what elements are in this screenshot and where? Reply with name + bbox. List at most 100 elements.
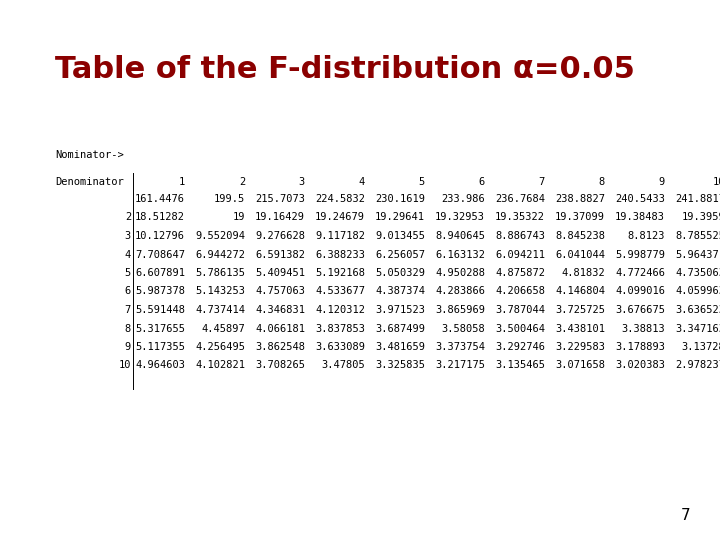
Text: 4.206658: 4.206658	[495, 287, 545, 296]
Text: 238.8827: 238.8827	[555, 194, 605, 204]
Text: 7: 7	[539, 177, 545, 187]
Text: 8.8123: 8.8123	[628, 231, 665, 241]
Text: 4.737414: 4.737414	[195, 305, 245, 315]
Text: 5.998779: 5.998779	[615, 249, 665, 260]
Text: 5: 5	[125, 268, 131, 278]
Text: 199.5: 199.5	[214, 194, 245, 204]
Text: 3.971523: 3.971523	[375, 305, 425, 315]
Text: 3.787044: 3.787044	[495, 305, 545, 315]
Text: 7: 7	[680, 508, 690, 523]
Text: 18.51282: 18.51282	[135, 213, 185, 222]
Text: 4.81832: 4.81832	[562, 268, 605, 278]
Text: 3.481659: 3.481659	[375, 342, 425, 352]
Text: 9: 9	[659, 177, 665, 187]
Text: 4.120312: 4.120312	[315, 305, 365, 315]
Text: Denominator: Denominator	[55, 177, 124, 187]
Text: 6.388233: 6.388233	[315, 249, 365, 260]
Text: 9: 9	[125, 342, 131, 352]
Text: 3.837853: 3.837853	[315, 323, 365, 334]
Text: 6: 6	[479, 177, 485, 187]
Text: 4.735063: 4.735063	[675, 268, 720, 278]
Text: 5.192168: 5.192168	[315, 268, 365, 278]
Text: 19.38483: 19.38483	[615, 213, 665, 222]
Text: 3.135465: 3.135465	[495, 361, 545, 370]
Text: 1: 1	[179, 177, 185, 187]
Text: 4.950288: 4.950288	[435, 268, 485, 278]
Text: 5.050329: 5.050329	[375, 268, 425, 278]
Text: 4.346831: 4.346831	[255, 305, 305, 315]
Text: 19.24679: 19.24679	[315, 213, 365, 222]
Text: 3.347163: 3.347163	[675, 323, 720, 334]
Text: 3.071658: 3.071658	[555, 361, 605, 370]
Text: 4.146804: 4.146804	[555, 287, 605, 296]
Text: 4.099016: 4.099016	[615, 287, 665, 296]
Text: 8.845238: 8.845238	[555, 231, 605, 241]
Text: 4.533677: 4.533677	[315, 287, 365, 296]
Text: 6.256057: 6.256057	[375, 249, 425, 260]
Text: 3.862548: 3.862548	[255, 342, 305, 352]
Text: 3.636523: 3.636523	[675, 305, 720, 315]
Text: 3: 3	[125, 231, 131, 241]
Text: 7: 7	[125, 305, 131, 315]
Text: Nominator->: Nominator->	[55, 150, 124, 160]
Text: 5.964371: 5.964371	[675, 249, 720, 260]
Text: 3.13728: 3.13728	[681, 342, 720, 352]
Text: 3.292746: 3.292746	[495, 342, 545, 352]
Text: 3.708265: 3.708265	[255, 361, 305, 370]
Text: 4.875872: 4.875872	[495, 268, 545, 278]
Text: 10.12796: 10.12796	[135, 231, 185, 241]
Text: 241.8817: 241.8817	[675, 194, 720, 204]
Text: 3.217175: 3.217175	[435, 361, 485, 370]
Text: 3.865969: 3.865969	[435, 305, 485, 315]
Text: 230.1619: 230.1619	[375, 194, 425, 204]
Text: 2: 2	[125, 213, 131, 222]
Text: 8.940645: 8.940645	[435, 231, 485, 241]
Text: 3: 3	[299, 177, 305, 187]
Text: 5.786135: 5.786135	[195, 268, 245, 278]
Text: 4.757063: 4.757063	[255, 287, 305, 296]
Text: 6.163132: 6.163132	[435, 249, 485, 260]
Text: 5.143253: 5.143253	[195, 287, 245, 296]
Text: 3.325835: 3.325835	[375, 361, 425, 370]
Text: 4.964603: 4.964603	[135, 361, 185, 370]
Text: 19.3959: 19.3959	[681, 213, 720, 222]
Text: 19.32953: 19.32953	[435, 213, 485, 222]
Text: 3.020383: 3.020383	[615, 361, 665, 370]
Text: 5.591448: 5.591448	[135, 305, 185, 315]
Text: 6.041044: 6.041044	[555, 249, 605, 260]
Text: 161.4476: 161.4476	[135, 194, 185, 204]
Text: 233.986: 233.986	[441, 194, 485, 204]
Text: 5: 5	[419, 177, 425, 187]
Text: 3.38813: 3.38813	[621, 323, 665, 334]
Text: 224.5832: 224.5832	[315, 194, 365, 204]
Text: 3.687499: 3.687499	[375, 323, 425, 334]
Text: 5.317655: 5.317655	[135, 323, 185, 334]
Text: 2.978237: 2.978237	[675, 361, 720, 370]
Text: 3.500464: 3.500464	[495, 323, 545, 334]
Text: 3.373754: 3.373754	[435, 342, 485, 352]
Text: 240.5433: 240.5433	[615, 194, 665, 204]
Text: 6.607891: 6.607891	[135, 268, 185, 278]
Text: 4.387374: 4.387374	[375, 287, 425, 296]
Text: 215.7073: 215.7073	[255, 194, 305, 204]
Text: 19.29641: 19.29641	[375, 213, 425, 222]
Text: 8.785525: 8.785525	[675, 231, 720, 241]
Text: 6.591382: 6.591382	[255, 249, 305, 260]
Text: 6.944272: 6.944272	[195, 249, 245, 260]
Text: 3.178893: 3.178893	[615, 342, 665, 352]
Text: 4: 4	[125, 249, 131, 260]
Text: 5.409451: 5.409451	[255, 268, 305, 278]
Text: 4.102821: 4.102821	[195, 361, 245, 370]
Text: 2: 2	[239, 177, 245, 187]
Text: 3.58058: 3.58058	[441, 323, 485, 334]
Text: 19: 19	[233, 213, 245, 222]
Text: 3.633089: 3.633089	[315, 342, 365, 352]
Text: 10: 10	[713, 177, 720, 187]
Text: 236.7684: 236.7684	[495, 194, 545, 204]
Text: 6: 6	[125, 287, 131, 296]
Text: 4.45897: 4.45897	[202, 323, 245, 334]
Text: 4.283866: 4.283866	[435, 287, 485, 296]
Text: 19.37099: 19.37099	[555, 213, 605, 222]
Text: 3.438101: 3.438101	[555, 323, 605, 334]
Text: 4: 4	[359, 177, 365, 187]
